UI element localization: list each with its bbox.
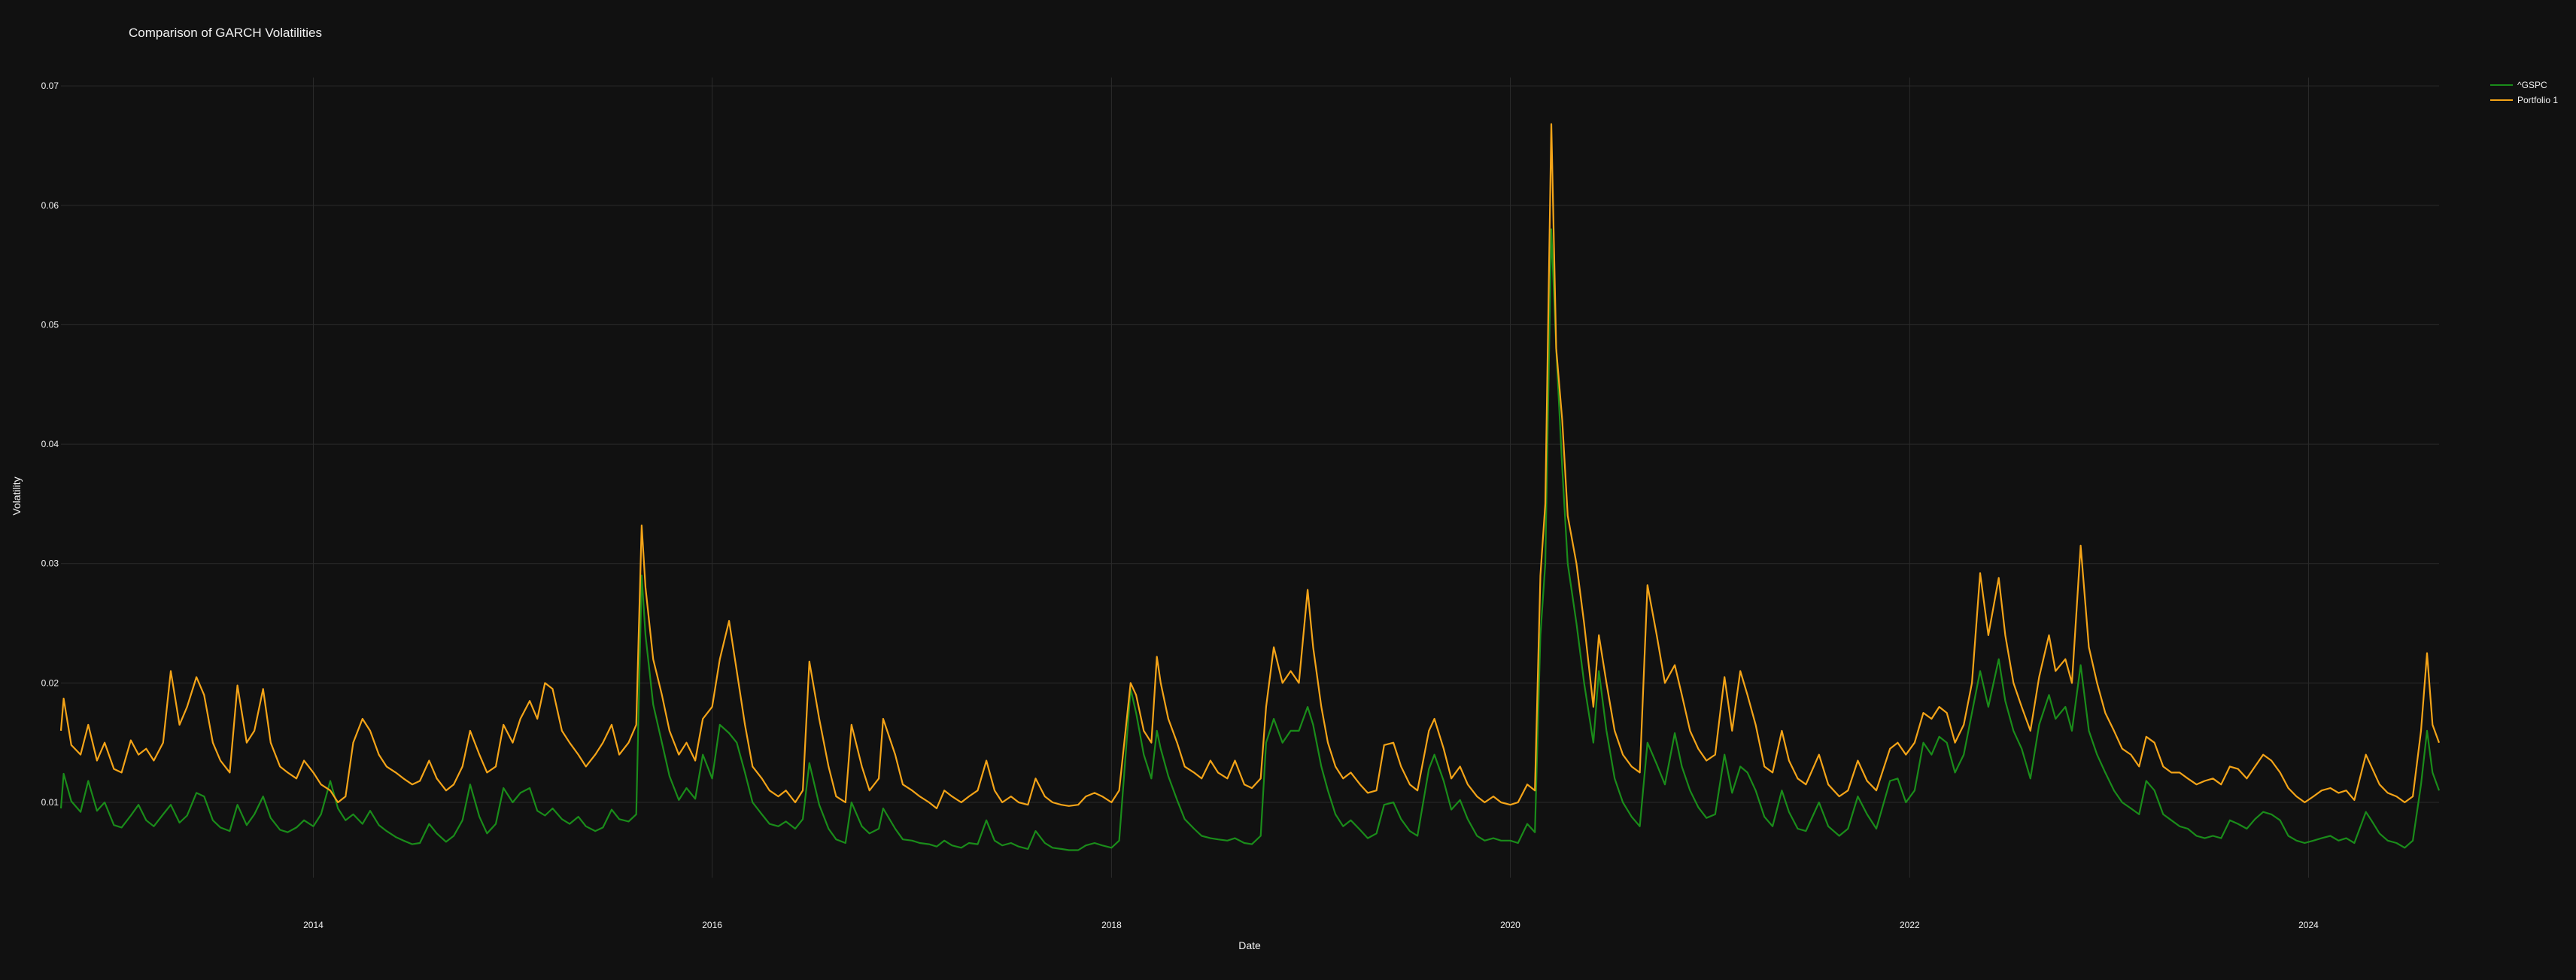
x-tick-label: 2020 — [1500, 920, 1520, 930]
y-axis-title: Volatility — [11, 476, 23, 515]
series-line-1 — [59, 123, 2441, 810]
legend: ^GSPC Portfolio 1 — [2490, 80, 2558, 105]
x-tick-label: 2022 — [1900, 920, 1920, 930]
y-tick-label: 0.02 — [41, 677, 59, 688]
chart-title: Comparison of GARCH Volatilities — [129, 26, 322, 40]
x-tick-label: 2014 — [303, 920, 324, 930]
y-tick-label: 0.03 — [41, 558, 59, 569]
x-tick-label: 2018 — [1101, 920, 1122, 930]
y-tick-label: 0.01 — [41, 797, 59, 808]
series-line-0 — [59, 228, 2441, 851]
series-layer — [59, 123, 2441, 851]
legend-label-0: ^GSPC — [2517, 80, 2547, 90]
y-axis-ticks: 0.01 0.02 0.03 0.04 0.05 0.06 0.07 — [41, 81, 59, 808]
x-tick-label: 2016 — [702, 920, 722, 930]
y-tick-label: 0.04 — [41, 439, 59, 449]
x-axis-ticks: 2014 2016 2018 2020 2022 2024 — [303, 920, 2319, 930]
x-tick-label: 2024 — [2298, 920, 2319, 930]
y-tick-label: 0.06 — [41, 200, 59, 211]
x-axis-title: Date — [1238, 939, 1261, 951]
y-tick-label: 0.07 — [41, 81, 59, 91]
grid-lines — [61, 78, 2439, 878]
y-tick-label: 0.05 — [41, 319, 59, 330]
legend-label-1: Portfolio 1 — [2517, 95, 2558, 105]
